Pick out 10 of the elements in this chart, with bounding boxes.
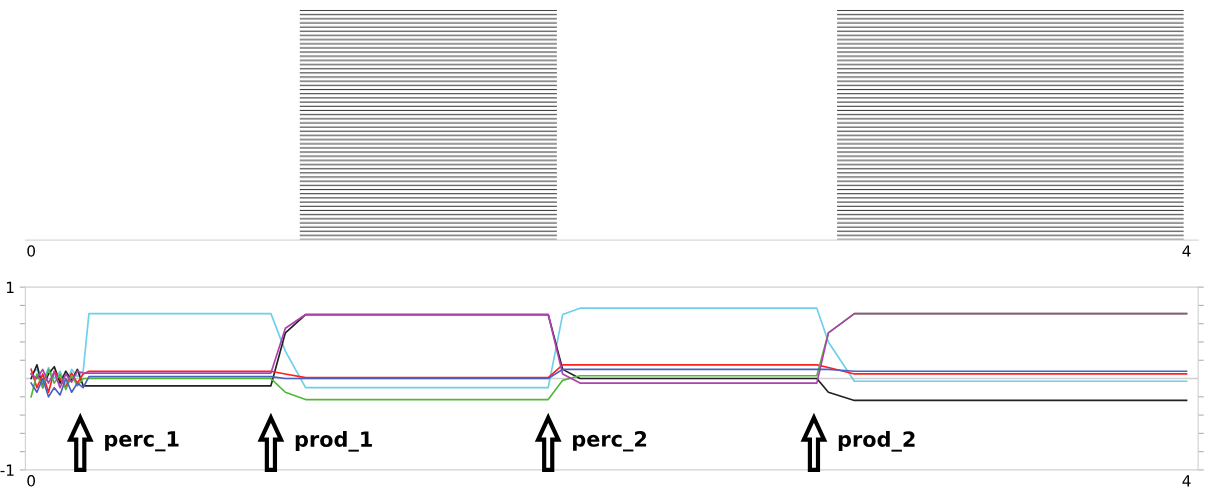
y-tick-label: -1: [0, 464, 14, 476]
x-tick-label: 0: [27, 475, 36, 487]
ref-line-label: perc_1: [105, 431, 179, 452]
x-tick-label: 4: [1182, 475, 1191, 487]
x-tick-label: 0: [27, 245, 36, 257]
ref-line-label: prod_2: [838, 430, 915, 452]
y-tick-label: 1: [6, 281, 14, 293]
x-tick-label: 4: [1182, 245, 1191, 257]
ref-line-label: perc_2: [573, 431, 647, 452]
ref-line-label: prod_1: [295, 430, 372, 452]
